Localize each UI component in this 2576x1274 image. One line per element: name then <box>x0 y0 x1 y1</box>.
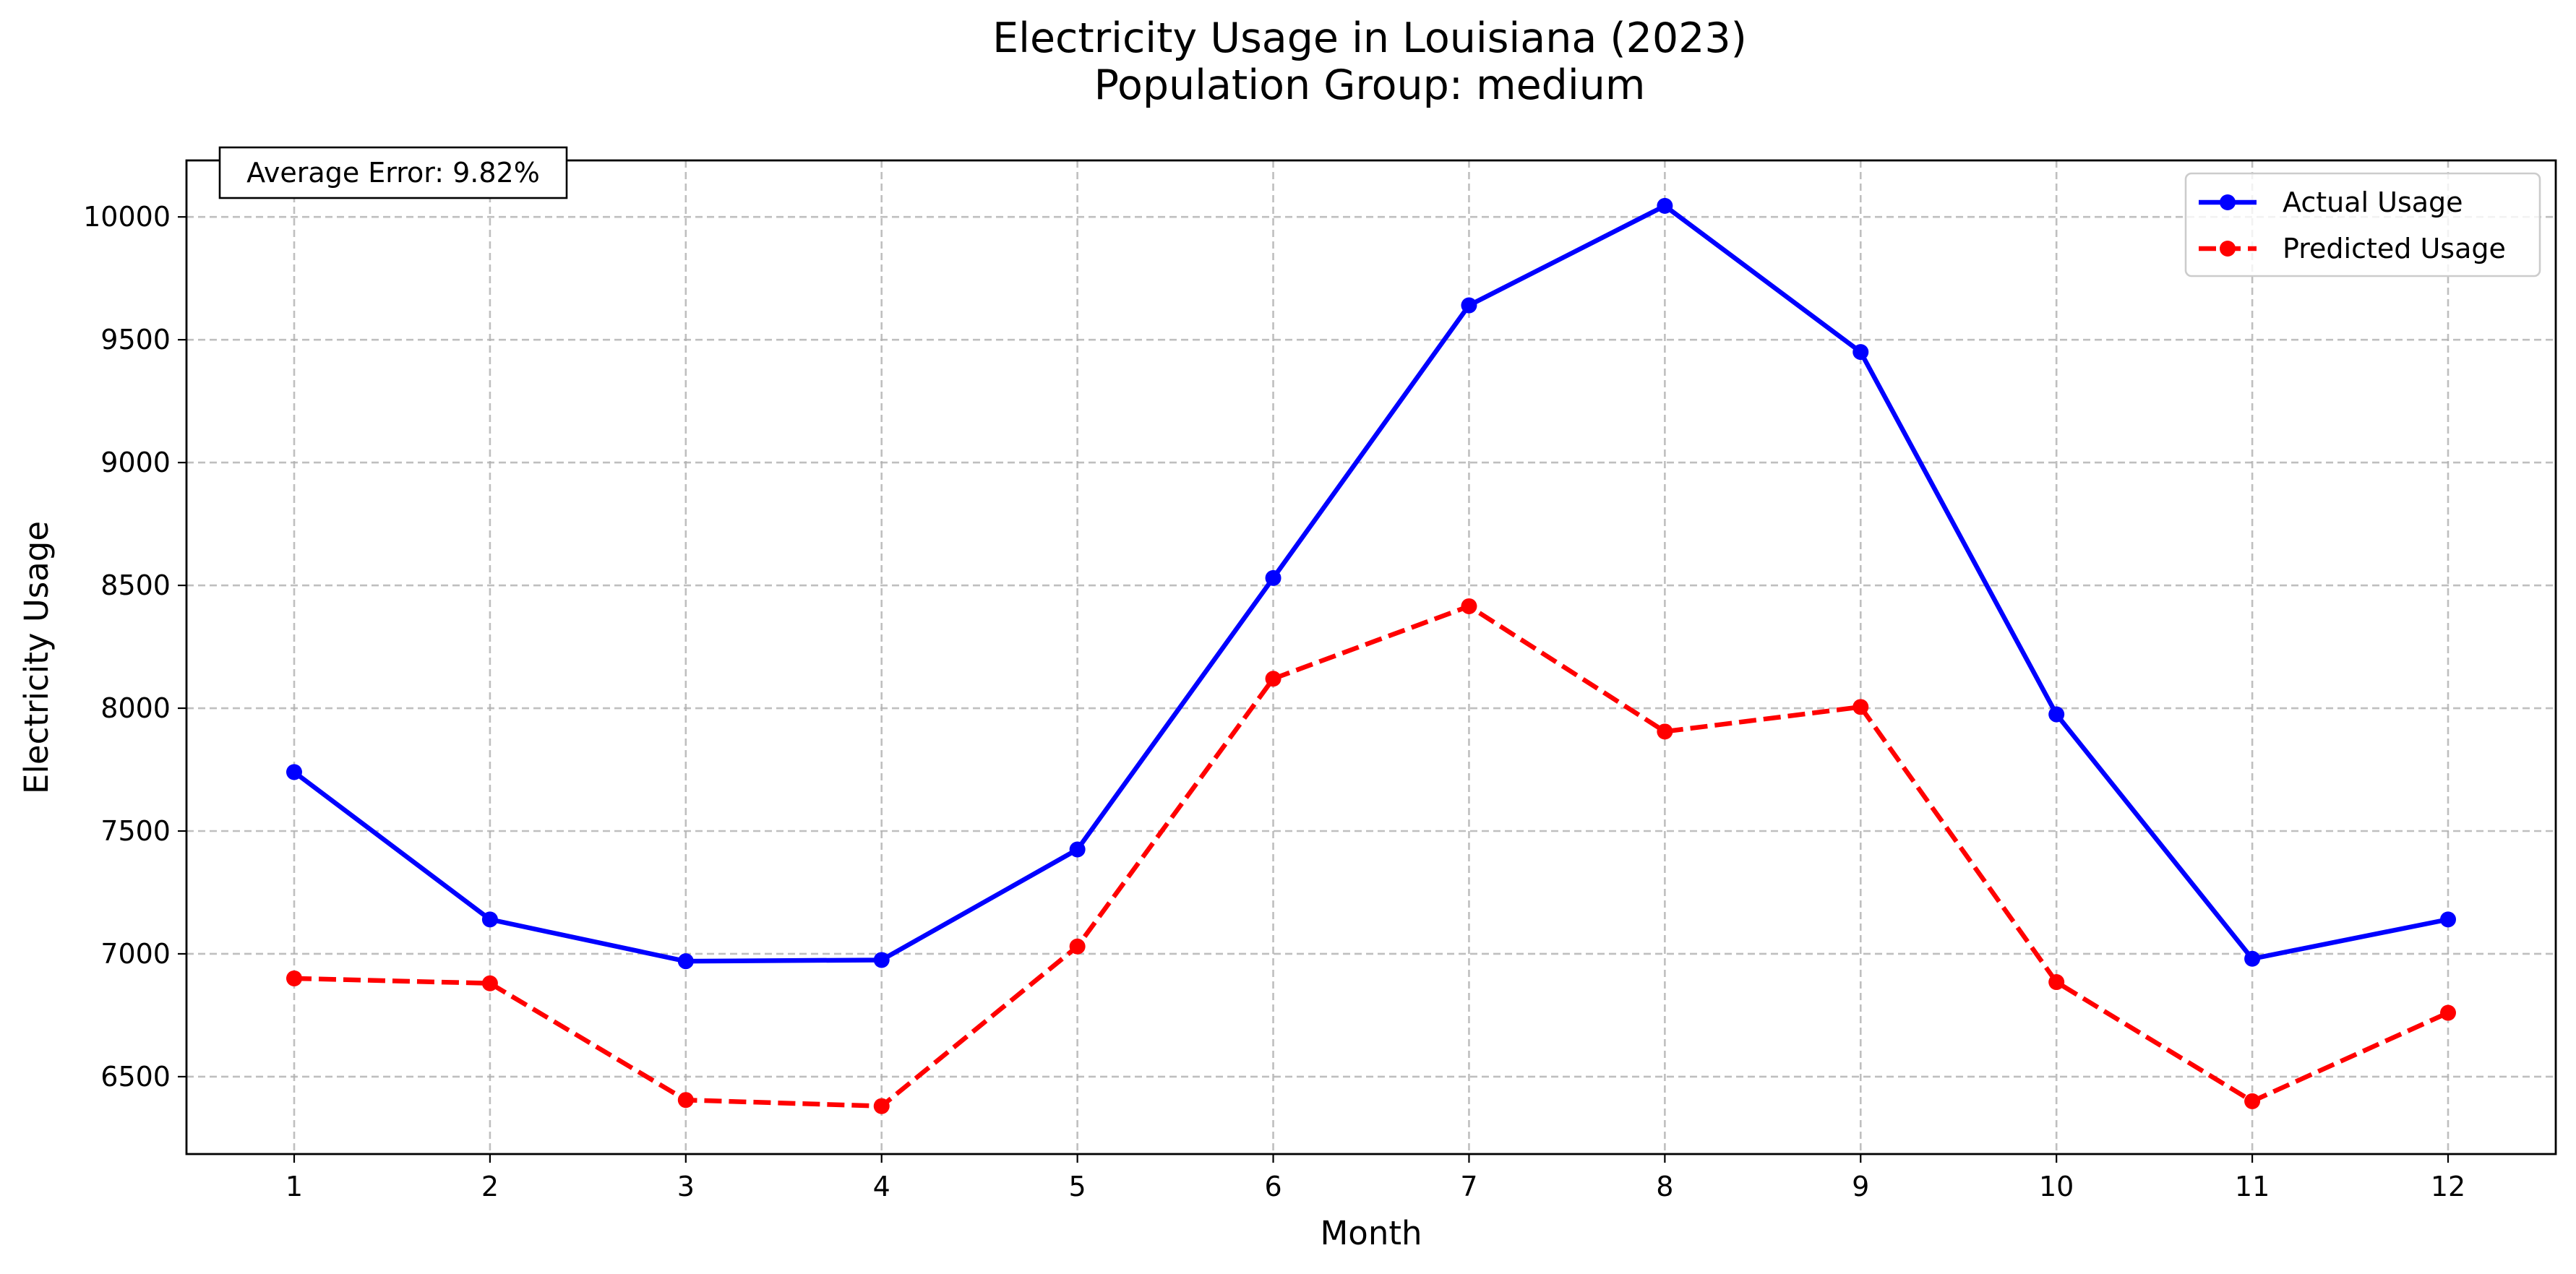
actual-usage-point <box>1657 197 1673 214</box>
y-tick-label: 8000 <box>100 692 171 724</box>
legend-label: Predicted Usage <box>2283 233 2506 264</box>
actual-usage-point <box>873 952 890 968</box>
legend-label: Actual Usage <box>2283 186 2463 218</box>
actual-usage-point <box>1265 569 1281 586</box>
actual-usage-point <box>1852 344 1869 361</box>
data-series <box>286 197 2456 1114</box>
y-tick-label: 8500 <box>100 569 171 601</box>
predicted-usage-point <box>677 1092 694 1109</box>
axis-ticks: 1 2 3 4 5 6 7 8 9 10 11 126500700075008000850090009… <box>83 201 2465 1202</box>
y-tick-label: 6500 <box>100 1061 171 1093</box>
grid-lines <box>186 160 2556 1154</box>
predicted-usage-point <box>1461 598 1477 614</box>
actual-usage-point <box>2244 950 2261 967</box>
annotation-box <box>218 146 568 199</box>
legend-swatch-marker <box>2220 194 2236 210</box>
actual-usage-point <box>677 953 694 970</box>
x-tick-label: 12 <box>2431 1171 2465 1202</box>
annotation-text: Average Error: 9.82% <box>246 157 540 189</box>
chart-title: Electricity Usage in Louisiana (2023) <box>992 14 1747 62</box>
x-tick-label: 3 <box>677 1171 695 1202</box>
predicted-usage-point <box>1265 671 1281 687</box>
y-tick-label: 7500 <box>100 815 171 847</box>
legend-swatch-marker <box>2220 241 2236 257</box>
x-tick-label: 5 <box>1069 1171 1086 1202</box>
x-tick-label: 11 <box>2235 1171 2270 1202</box>
legend-entry-actual-usage: Actual Usage <box>2199 186 2463 218</box>
legend-box <box>2184 172 2541 277</box>
legend-entry-predicted-usage: Predicted Usage <box>2199 233 2506 264</box>
actual-usage-point <box>1461 297 1477 314</box>
predicted-usage-point <box>2244 1093 2261 1109</box>
actual-usage-point <box>1069 841 1086 858</box>
y-axis-label: Electricity Usage <box>17 521 56 794</box>
predicted-usage-point <box>2440 1004 2456 1021</box>
actual-usage-series <box>286 197 2456 970</box>
average-error-annotation: Average Error: 9.82% <box>218 146 568 199</box>
actual-usage-point <box>2440 911 2456 928</box>
plot-area-frame <box>185 159 2557 1155</box>
predicted-usage-point <box>1852 699 1869 715</box>
y-tick-label: 9000 <box>100 447 171 478</box>
x-tick-label: 7 <box>1460 1171 1477 1202</box>
predicted-usage-point <box>1657 723 1673 740</box>
x-tick-label: 8 <box>1656 1171 1673 1202</box>
x-tick-label: 4 <box>873 1171 890 1202</box>
y-tick-label: 7000 <box>100 938 171 970</box>
y-tick-label: 9500 <box>100 324 171 356</box>
x-tick-label: 1 <box>285 1171 303 1202</box>
x-axis-label: Month <box>1320 1214 1422 1252</box>
x-tick-label: 6 <box>1264 1171 1281 1202</box>
actual-usage-point <box>2048 706 2065 723</box>
y-tick-label: 10000 <box>83 201 171 233</box>
predicted-usage-point <box>481 975 498 991</box>
actual-usage-point <box>481 911 498 928</box>
x-tick-label: 9 <box>1852 1171 1869 1202</box>
actual-usage-point <box>286 764 302 780</box>
x-tick-label: 2 <box>481 1171 499 1202</box>
chart-subtitle: Population Group: medium <box>1094 61 1646 109</box>
predicted-usage-point <box>286 970 302 986</box>
predicted-usage-point <box>2048 974 2065 991</box>
predicted-usage-series <box>286 598 2456 1114</box>
predicted-usage-line <box>293 603 2450 1109</box>
legend: Actual Usage Predicted Usage <box>2184 172 2541 277</box>
predicted-usage-point <box>1069 938 1086 955</box>
x-tick-label: 10 <box>2039 1171 2074 1202</box>
predicted-usage-point <box>873 1098 890 1114</box>
actual-usage-line <box>293 203 2449 964</box>
